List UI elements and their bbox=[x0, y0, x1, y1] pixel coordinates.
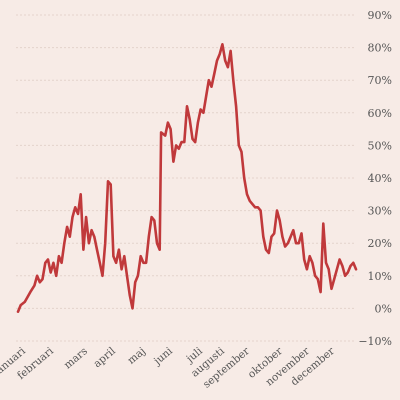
y-axis: 90% 80% 70% 60% 50% 40% 30% 20% 10% 0% −10% bbox=[358, 9, 392, 348]
y-tick-label: 90% bbox=[368, 9, 392, 22]
y-tick-label: 20% bbox=[368, 237, 392, 250]
grid bbox=[16, 14, 356, 342]
y-tick-label: 60% bbox=[368, 107, 392, 120]
y-tick-label: 50% bbox=[368, 139, 392, 152]
y-tick-label: 40% bbox=[368, 172, 392, 185]
x-tick-label: juni bbox=[150, 345, 175, 369]
y-tick-label: 30% bbox=[368, 205, 392, 218]
y-tick-label: 80% bbox=[368, 42, 392, 55]
series-group bbox=[16, 42, 358, 314]
y-tick-label: 0% bbox=[375, 302, 392, 315]
y-tick-label: 10% bbox=[368, 270, 392, 283]
y-tick-label: 70% bbox=[368, 74, 392, 87]
x-tick-label: maj bbox=[125, 345, 148, 367]
x-tick-label: mars bbox=[62, 345, 90, 371]
y-tick-label: −10% bbox=[358, 335, 392, 348]
x-tick-label: april bbox=[91, 345, 118, 370]
series-line bbox=[16, 42, 358, 314]
